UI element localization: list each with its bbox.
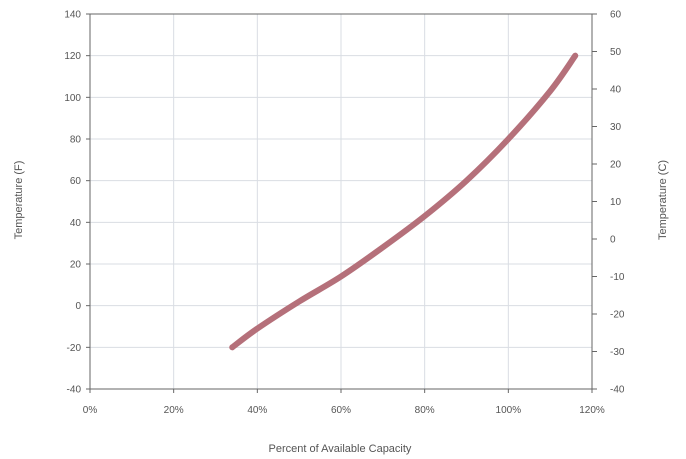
grid-lines [90, 14, 592, 389]
x-tick-label: 40% [247, 405, 267, 416]
x-tick-label: 0% [83, 405, 98, 416]
x-axis-label: Percent of Available Capacity [269, 443, 412, 455]
x-tick-label: 100% [496, 405, 522, 416]
x-tick-label: 20% [164, 405, 184, 416]
y2-tick-label: -20 [610, 310, 625, 321]
y2-tick-label: 10 [610, 197, 622, 208]
x-tick-label: 60% [331, 405, 351, 416]
x-tick-label: 120% [579, 405, 605, 416]
temperature-capacity-line [229, 52, 579, 351]
y2-tick-label: 0 [610, 235, 616, 246]
y-tick-label: 40 [70, 218, 82, 229]
x-tick-label: 80% [415, 405, 435, 416]
y-tick-label: 20 [70, 260, 82, 271]
y2-tick-label: -30 [610, 347, 625, 358]
y-tick-label: -20 [67, 343, 82, 354]
y2-tick-label: 30 [610, 122, 622, 133]
y-axis-label: Temperature (F) [13, 161, 25, 240]
y2-tick-label: 40 [610, 85, 622, 96]
y2-tick-label: 60 [610, 10, 622, 21]
series-layer [229, 52, 579, 351]
y-tick-label: 60 [70, 176, 82, 187]
y-tick-label: -40 [67, 385, 82, 396]
y2-tick-label: -40 [610, 385, 625, 396]
axes [86, 13, 597, 393]
y-tick-label: 140 [64, 10, 81, 21]
y2-tick-label: 20 [610, 160, 622, 171]
y-tick-label: 100 [64, 93, 81, 104]
y-tick-label: 120 [64, 51, 81, 62]
y2-tick-label: 50 [610, 47, 622, 58]
y2-axis-label: Temperature (C) [657, 160, 669, 240]
y2-tick-label: -10 [610, 272, 625, 283]
y-tick-label: 80 [70, 135, 82, 146]
y-tick-label: 0 [75, 301, 81, 312]
